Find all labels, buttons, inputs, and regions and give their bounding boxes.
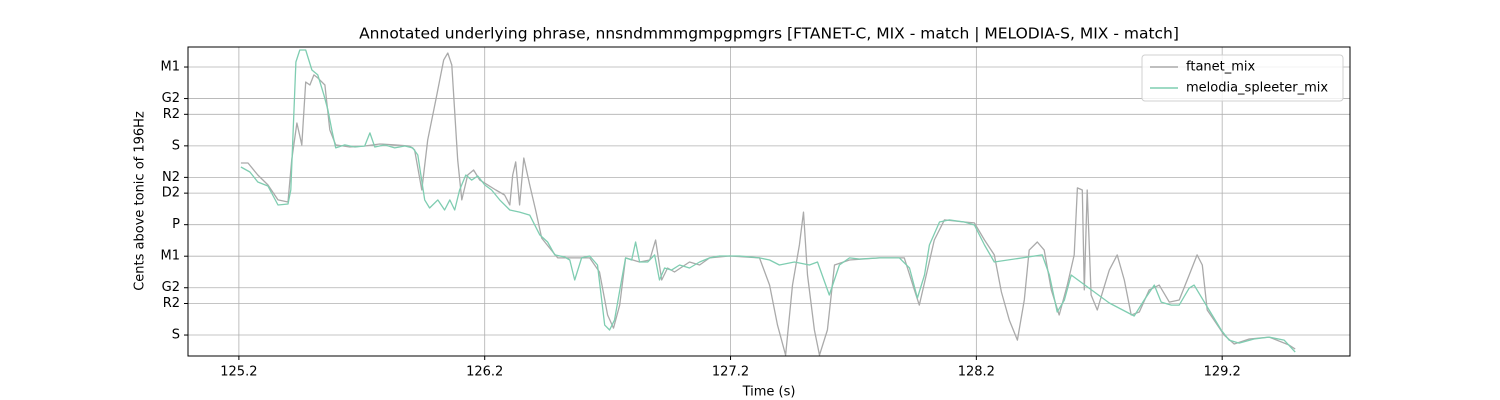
legend-label: melodia_spleeter_mix xyxy=(1186,81,1328,96)
y-tick-label: D2 xyxy=(162,186,180,201)
x-tick-label: 128.2 xyxy=(958,365,995,380)
y-tick-label: S xyxy=(172,138,180,153)
y-tick-label: G2 xyxy=(162,91,180,106)
x-tick-label: 129.2 xyxy=(1204,365,1241,380)
x-tick-label: 127.2 xyxy=(712,365,749,380)
x-tick-label: 125.2 xyxy=(220,365,257,380)
y-tick-label: R2 xyxy=(163,107,180,122)
y-tick-label: G2 xyxy=(162,280,180,295)
y-tick-label: M1 xyxy=(161,60,181,75)
x-axis-label: Time (s) xyxy=(742,385,796,400)
plot-lines xyxy=(240,49,1296,356)
legend: ftanet_mix melodia_spleeter_mix xyxy=(1141,54,1344,102)
series-line xyxy=(240,49,1296,353)
y-axis-label: Cents above tonic of 196Hz xyxy=(133,111,148,291)
y-tick-label: P xyxy=(172,217,180,232)
y-tick-label: S xyxy=(172,328,180,343)
y-tick-label: R2 xyxy=(163,296,180,311)
y-tick-label: M1 xyxy=(161,249,181,264)
chart-title: Annotated underlying phrase, nnsndmmmgmp… xyxy=(359,25,1179,43)
legend-label: ftanet_mix xyxy=(1186,60,1256,75)
legend-box xyxy=(1141,54,1344,102)
x-tick-label: 126.2 xyxy=(466,365,503,380)
plot-frame xyxy=(187,46,1351,357)
grid: 125.2 126.2 127.2 128.2 129.2SR2G2M1PD2N2SR2… xyxy=(161,47,1350,380)
y-tick-label: N2 xyxy=(162,170,180,185)
